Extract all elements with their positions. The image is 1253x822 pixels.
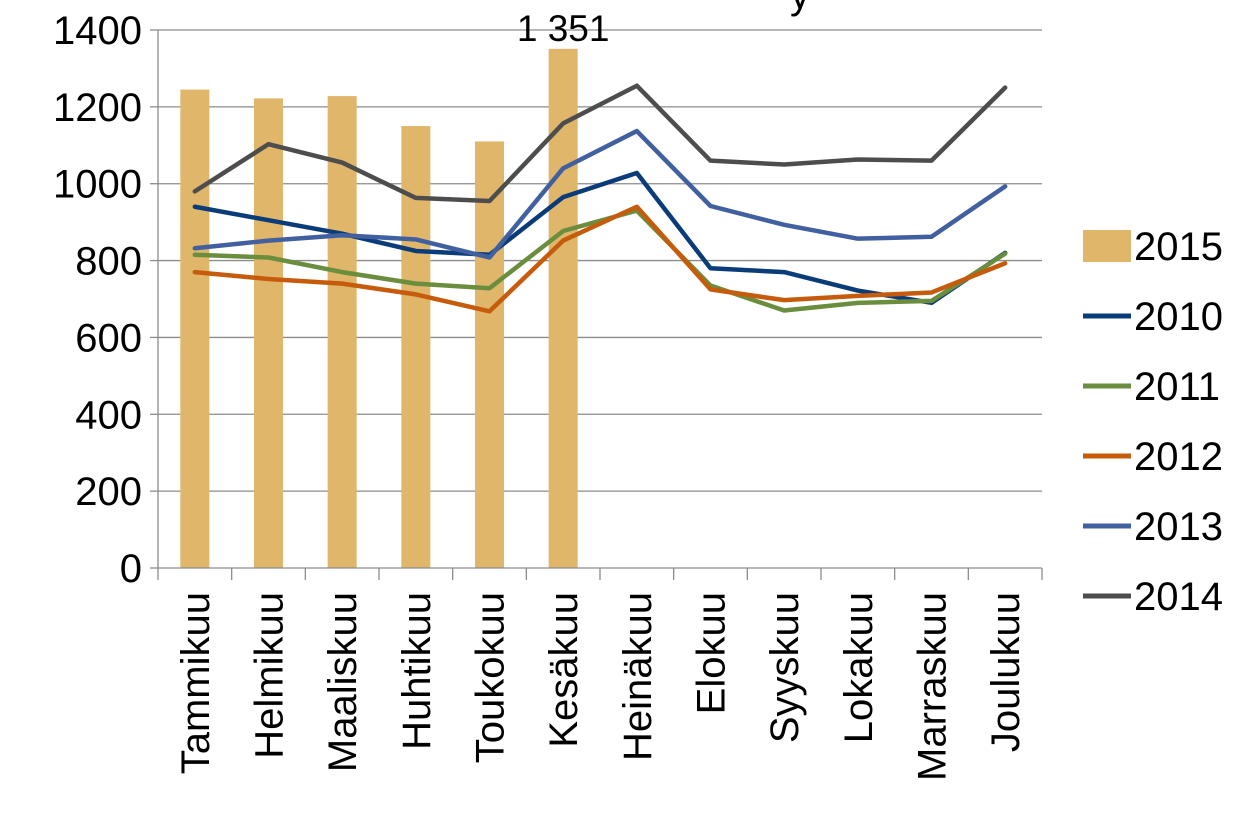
legend-label-2012: 2012 [1134, 435, 1223, 479]
legend-label-2010: 2010 [1134, 295, 1223, 339]
x-tick-label: Maaliskuu [321, 592, 365, 772]
x-tick-label: Tammikuu [174, 592, 218, 774]
legend-swatch-2015 [1083, 230, 1131, 262]
x-tick-label: Elokuu [690, 592, 734, 714]
lines [192, 83, 1008, 314]
y-tick-label: 400 [75, 393, 142, 437]
line-series-2012 [192, 204, 1008, 314]
y-tick-label: 0 [120, 547, 142, 591]
y-tick-label: 600 [75, 316, 142, 360]
data-label: 1 351 [517, 8, 610, 49]
line-series-2010 [192, 170, 1008, 306]
legend: 2015 2010 2011 2012 2013 2014 [1083, 225, 1223, 619]
title-fragment: y [790, 0, 810, 17]
legend-label-2011: 2011 [1134, 365, 1220, 409]
bar-2015-Tammikuu [180, 89, 210, 569]
line-series-2014 [192, 83, 1008, 204]
x-tick-label: Syyskuu [763, 592, 807, 743]
x-tick-label: Lokakuu [837, 592, 881, 743]
x-tick-label: Huhtikuu [395, 592, 439, 750]
bars-2015 [180, 48, 578, 569]
x-tick-label: Helmikuu [248, 592, 292, 759]
legend-label-2014: 2014 [1134, 575, 1223, 619]
line-series-2011 [192, 208, 1008, 313]
x-tick-label: Heinäkuu [616, 592, 660, 761]
bar-2015-Kesäkuu [548, 48, 578, 568]
y-tick-label: 1200 [53, 86, 142, 130]
bar-2015-Helmikuu [254, 98, 283, 568]
x-tick-label: Toukokuu [469, 592, 513, 763]
bar-2015-Toukokuu [475, 141, 504, 568]
legend-label-2015: 2015 [1134, 225, 1223, 269]
y-tick-label: 1000 [53, 163, 142, 207]
line-series-2013 [192, 128, 1008, 260]
axes: 0 200 400 600 800 1000 1200 1400 Tammikuu Helmiku… [53, 9, 1043, 781]
labels: 1 351 y [517, 0, 810, 49]
x-tick-label: Joulukuu [984, 592, 1028, 752]
x-tick-label: Kesäkuu [542, 592, 586, 748]
y-tick-label: 800 [75, 240, 142, 284]
y-tick-label: 200 [75, 470, 142, 514]
legend-label-2013: 2013 [1134, 505, 1223, 549]
y-tick-label: 1400 [53, 9, 142, 53]
bar-2015-Maaliskuu [327, 96, 357, 569]
x-tick-label: Marraskuu [911, 592, 955, 781]
